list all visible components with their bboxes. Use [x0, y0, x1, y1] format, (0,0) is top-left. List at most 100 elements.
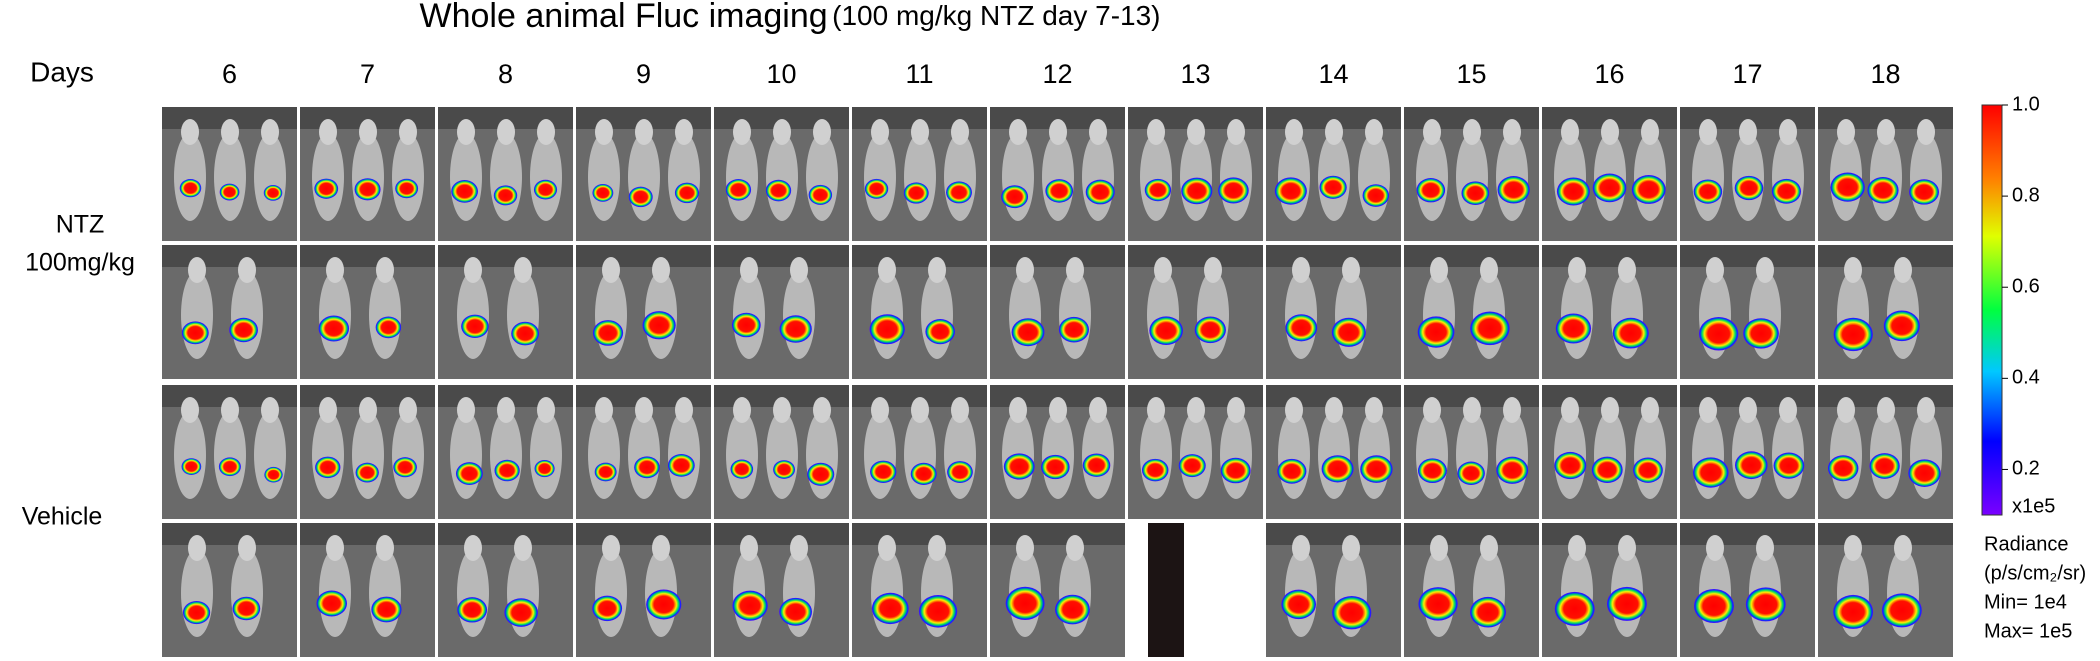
mouse-head [1641, 397, 1659, 423]
signal [1734, 175, 1764, 201]
mouse-head [1837, 397, 1855, 423]
signal [1693, 179, 1723, 204]
mouse-head [376, 257, 394, 283]
signal [1003, 453, 1035, 480]
signal [592, 320, 624, 346]
mouse [864, 133, 896, 221]
mouse-head [813, 397, 831, 423]
mouse-head [878, 535, 896, 561]
mouse-head [1601, 119, 1619, 145]
mouse [1042, 133, 1074, 221]
signal [504, 598, 538, 627]
mouse-head [1463, 397, 1481, 423]
mouse [174, 411, 206, 499]
mouse [1180, 133, 1212, 221]
cage-band [438, 523, 573, 545]
mouse-head [602, 257, 620, 283]
signal [1771, 178, 1802, 204]
mouse-head [1706, 257, 1724, 283]
signal [1734, 451, 1768, 480]
signal [1612, 317, 1649, 349]
mouse-head [319, 397, 337, 423]
column-header: Days [30, 56, 94, 87]
signal [1281, 589, 1317, 620]
mouse [312, 133, 344, 221]
mouse-head [1699, 119, 1717, 145]
mouse-head [871, 119, 889, 145]
signal [592, 595, 623, 622]
mouse [628, 411, 660, 499]
mouse-head [1049, 119, 1067, 145]
signal [808, 184, 833, 205]
mouse-head [1739, 119, 1757, 145]
cage-band [1266, 245, 1401, 267]
signal [1881, 593, 1922, 628]
mouse-head [1089, 397, 1107, 423]
mouse-head [1009, 119, 1027, 145]
signal [1555, 313, 1592, 344]
mouse-head [1325, 119, 1343, 145]
signal [674, 182, 700, 204]
signal [918, 595, 958, 628]
mouse [1634, 411, 1666, 499]
cage-band [1266, 523, 1401, 545]
mouse-head [1706, 535, 1724, 561]
signal [1416, 178, 1446, 203]
cage-band [714, 245, 849, 267]
mouse [1870, 133, 1902, 221]
signal [219, 183, 240, 201]
mouse [1147, 271, 1179, 359]
mouse [1416, 411, 1448, 499]
signal [511, 321, 540, 346]
cage-band [1542, 523, 1677, 545]
signal [1085, 179, 1115, 205]
mouse-head [238, 535, 256, 561]
mouse-head [1894, 535, 1912, 561]
mouse-head [1894, 257, 1912, 283]
signal [182, 600, 211, 625]
mouse-head [740, 535, 758, 561]
signal [773, 460, 796, 479]
mouse [864, 411, 896, 499]
mouse-head [635, 119, 653, 145]
mouse [1220, 411, 1252, 499]
signal [1693, 588, 1734, 623]
colorbar-tick-label: 0.6 [2012, 276, 2040, 298]
cage-band [300, 245, 435, 267]
mouse [766, 133, 798, 221]
day-label: 15 [1456, 59, 1486, 89]
cage-band [1818, 245, 1953, 267]
signal [1045, 179, 1074, 203]
signal [594, 462, 617, 482]
cage-band [576, 245, 711, 267]
mouse-head [878, 257, 896, 283]
signal [1277, 458, 1307, 484]
signal [864, 178, 889, 199]
day-label: 7 [360, 59, 375, 89]
signal [628, 186, 653, 208]
day-label: 8 [498, 59, 513, 89]
signal [1274, 177, 1307, 205]
signal [393, 457, 417, 478]
mouse-head [595, 397, 613, 423]
mouse-head [813, 119, 831, 145]
signal [731, 312, 761, 338]
mouse-head [1049, 397, 1067, 423]
mouse [595, 271, 627, 359]
signal [493, 185, 518, 206]
mouse [181, 271, 213, 359]
day-label: 14 [1318, 59, 1348, 89]
mouse [1594, 411, 1626, 499]
mouse-head [497, 119, 515, 145]
mouse [254, 133, 286, 221]
signal [1220, 457, 1251, 484]
mouse-head [1154, 257, 1172, 283]
mouse [904, 411, 936, 499]
cage-band [1404, 245, 1539, 267]
mouse [214, 133, 246, 221]
mouse [726, 411, 758, 499]
mouse [806, 411, 838, 499]
signal [1869, 453, 1900, 479]
signal [354, 178, 381, 201]
signal [451, 179, 478, 203]
